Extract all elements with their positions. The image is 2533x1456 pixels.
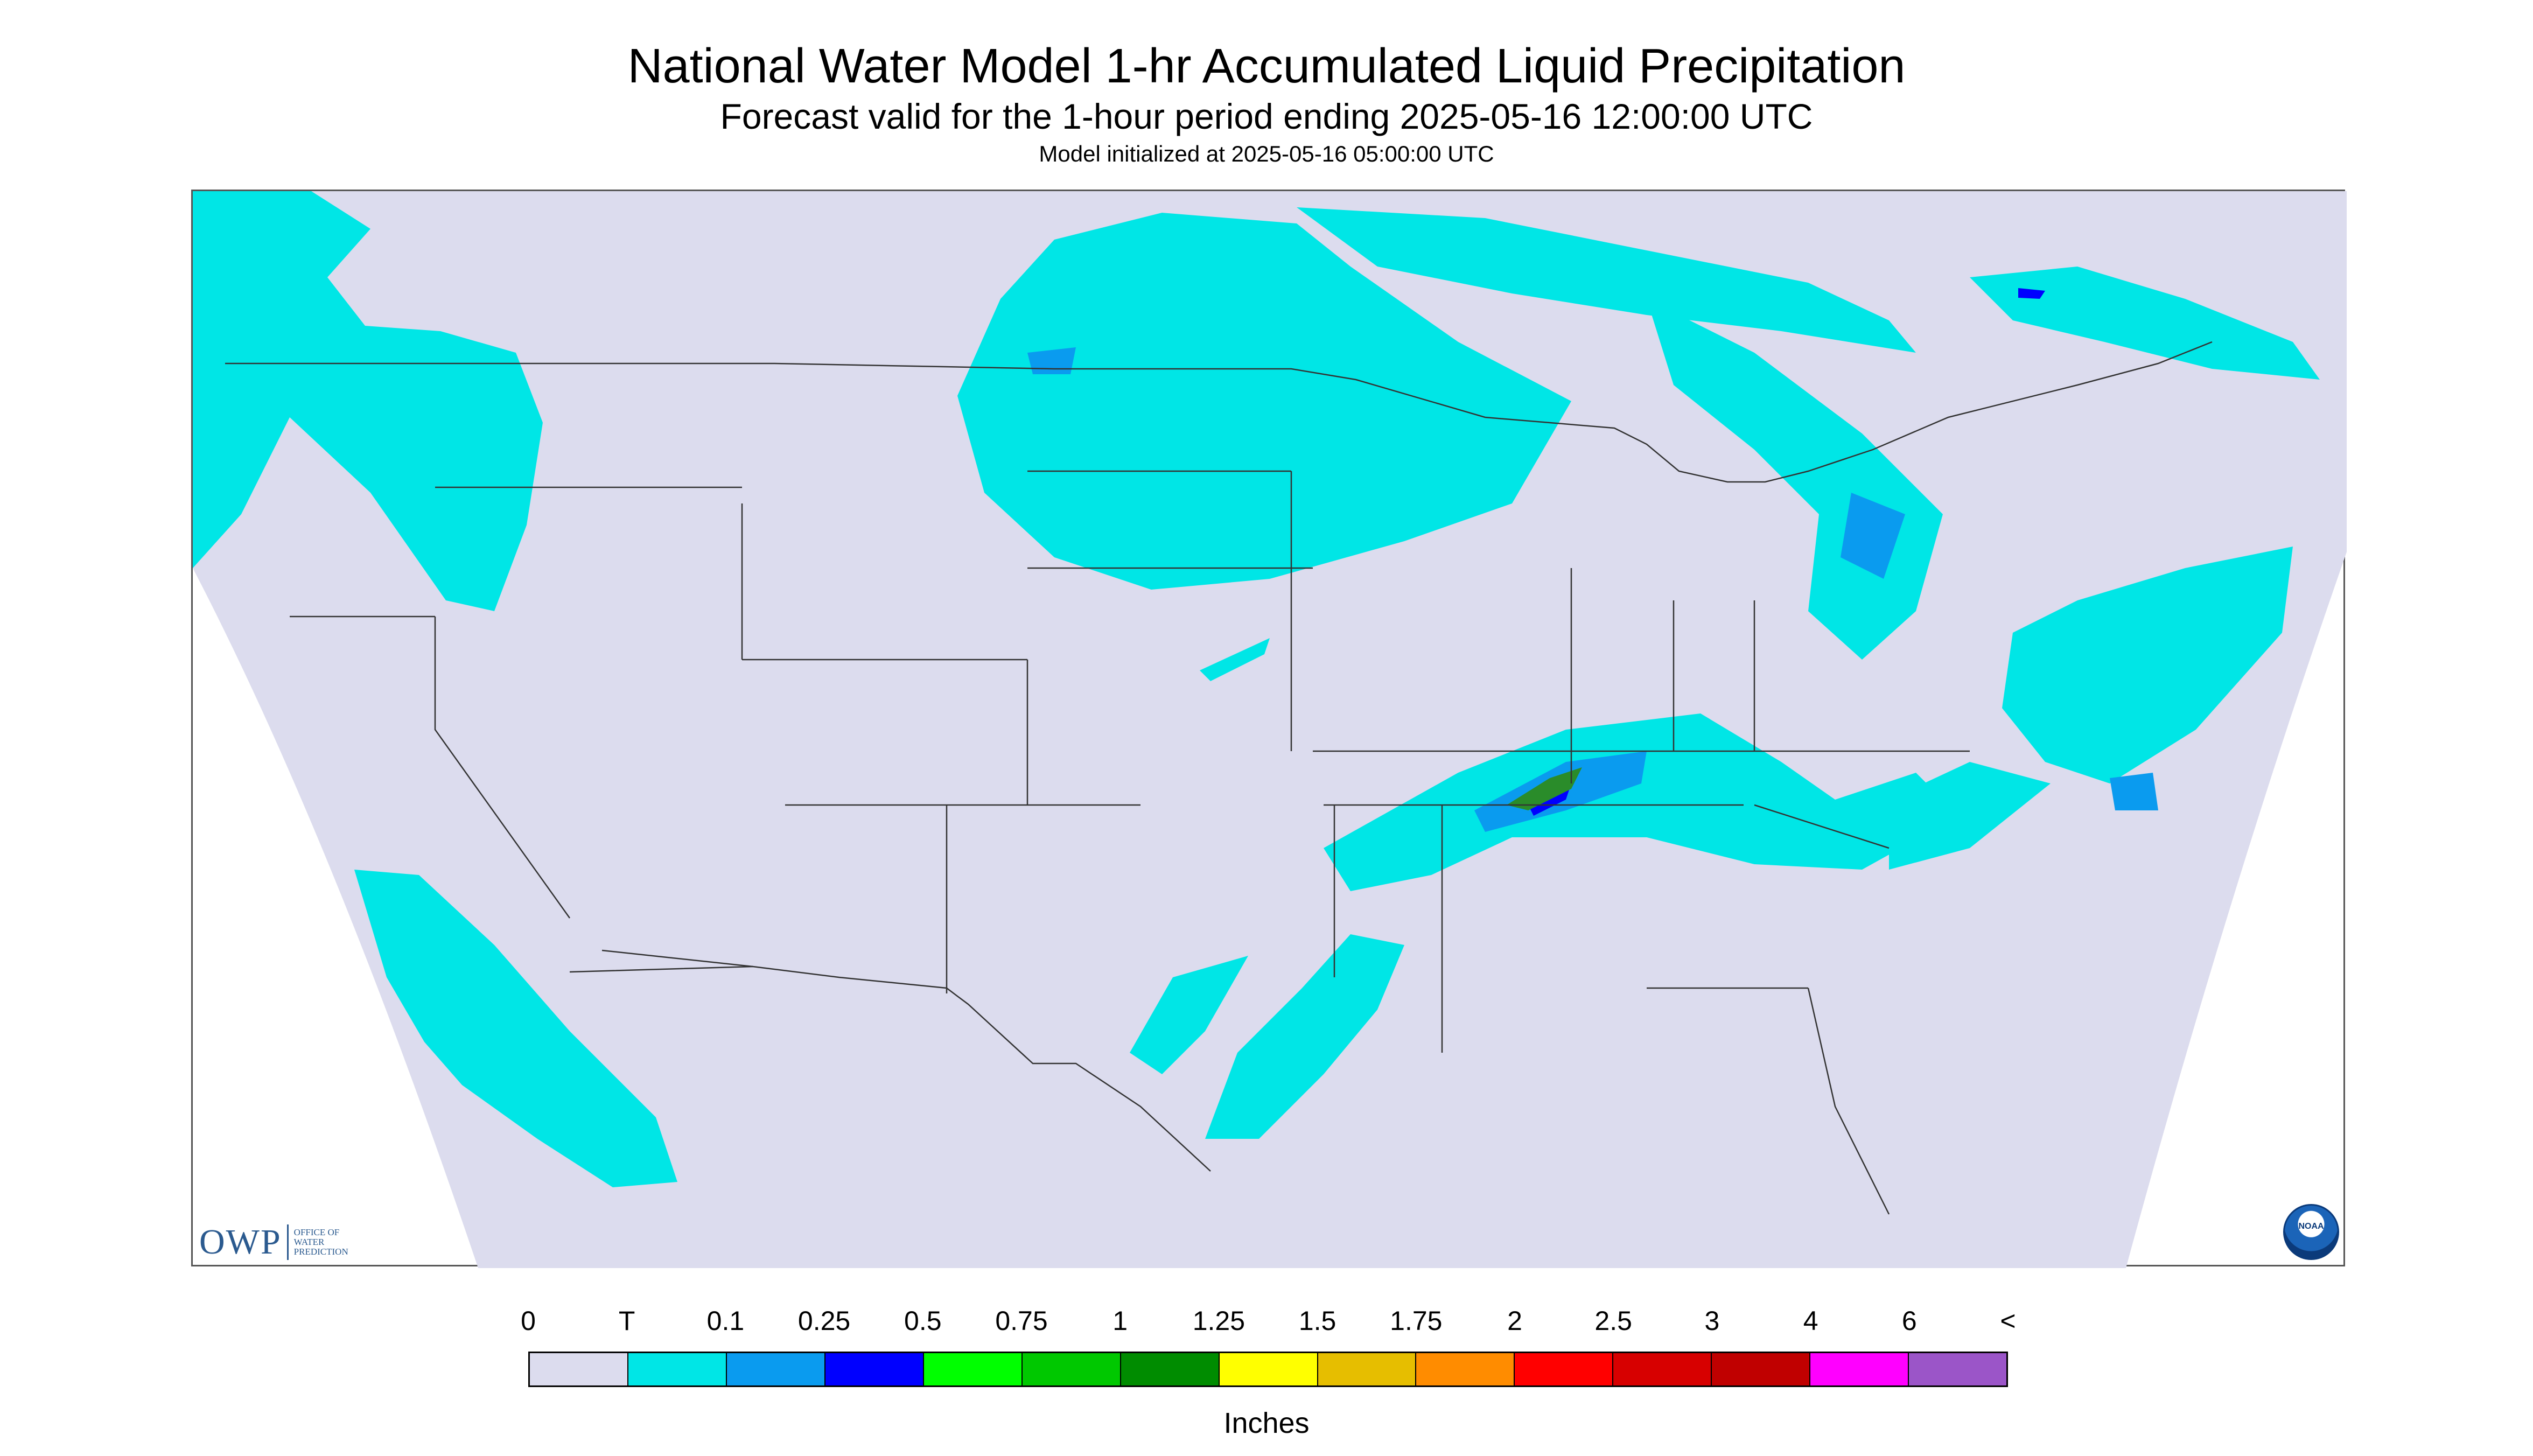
legend-swatch — [726, 1353, 825, 1385]
precip-area-canada-band — [1297, 207, 1916, 353]
legend-swatch — [1810, 1353, 1909, 1385]
noaa-logo: NOAA — [2283, 1204, 2339, 1260]
legend-tick-label: 1.25 — [1192, 1306, 1245, 1336]
precip-area-northern-plains — [957, 213, 1571, 590]
legend-tick-label: 1 — [1112, 1306, 1128, 1336]
legend-swatch — [1121, 1353, 1220, 1385]
legend-tick-label: 6 — [1901, 1306, 1917, 1336]
state-lines-east — [1570, 568, 1970, 1215]
noaa-logo-text: NOAA — [2298, 1222, 2324, 1231]
precip-area-tennessee-max — [1507, 767, 1582, 810]
precip-area-kansas-streak — [1200, 638, 1270, 681]
legend-swatch — [1515, 1353, 1614, 1385]
state-lines-west — [290, 486, 1140, 993]
legend-tick-label: 2.5 — [1594, 1306, 1632, 1336]
legend-swatch — [530, 1353, 628, 1385]
precip-area-south-texas — [1130, 956, 1248, 1074]
owp-logo-text: OWP — [199, 1222, 282, 1262]
precip-max-areas — [1507, 767, 1582, 810]
precip-area-carolinas — [1889, 762, 2051, 870]
legend-tick-label: 0.75 — [995, 1306, 1048, 1336]
map-canvas — [193, 191, 2347, 1268]
legend-swatch — [628, 1353, 727, 1385]
owp-logo: OWP OFFICE OF WATER PREDICTION — [199, 1222, 348, 1262]
legend-swatch — [1909, 1353, 2007, 1385]
legend-tick-label: 4 — [1803, 1306, 1818, 1336]
legend-tick-label: 0.5 — [904, 1306, 942, 1336]
precip-area-california-offshore — [354, 870, 677, 1187]
color-legend — [528, 1352, 2008, 1387]
mexico-border — [601, 949, 1211, 1172]
owp-logo-subtitle: OFFICE OF WATER PREDICTION — [293, 1227, 348, 1257]
legend-tick-label: 3 — [1704, 1306, 1720, 1336]
legend-tick-label: 0 — [521, 1306, 536, 1336]
precip-area-tennessee-valley — [1324, 713, 1959, 891]
legend-swatch — [825, 1353, 924, 1385]
legend-swatch — [1022, 1353, 1121, 1385]
legend-tick-label: < — [2000, 1306, 2016, 1336]
precip-area-mid-atlantic-offshore — [2002, 547, 2293, 783]
legend-tick-label: T — [618, 1306, 635, 1336]
legend-swatch — [1712, 1353, 1811, 1385]
map-title: National Water Model 1-hr Accumulated Li… — [627, 39, 1906, 93]
model-init-time: Model initialized at 2025-05-16 05:00:00… — [1039, 141, 1494, 166]
legend-swatch — [1219, 1353, 1318, 1385]
precip-light-areas — [193, 191, 2320, 1187]
map-subtitle: Forecast valid for the 1-hour period end… — [720, 96, 1813, 136]
precip-area-offshore-moderate — [2110, 773, 2158, 810]
state-lines-central — [1027, 470, 1754, 1053]
legend-swatch — [1416, 1353, 1515, 1385]
owp-logo-separator — [286, 1224, 289, 1260]
legend-swatch — [923, 1353, 1023, 1385]
canada-border — [225, 341, 2213, 483]
legend-tick-label: 1.75 — [1390, 1306, 1443, 1336]
legend-tick-label: 0.25 — [797, 1306, 851, 1336]
state-boundaries — [225, 341, 2213, 1215]
precip-area-pacific-nw — [193, 191, 543, 611]
legend-swatch — [1613, 1353, 1712, 1385]
precip-area-dakota-moderate — [1027, 347, 1076, 374]
precip-area-lake-erie-moderate — [1841, 493, 1905, 579]
legend-tick-label: 2 — [1507, 1306, 1522, 1336]
precip-area-canada-heavy — [2018, 288, 2045, 299]
precip-area-northeast-canada — [1970, 267, 2320, 380]
legend-tick-label: 0.1 — [706, 1306, 745, 1336]
legend-swatch — [1318, 1353, 1417, 1385]
precip-area-texas-gulf — [1205, 934, 1404, 1139]
precipitation-map — [191, 190, 2347, 1268]
legend-tick-label: 1.5 — [1298, 1306, 1337, 1336]
legend-units: Inches — [1223, 1407, 1310, 1439]
